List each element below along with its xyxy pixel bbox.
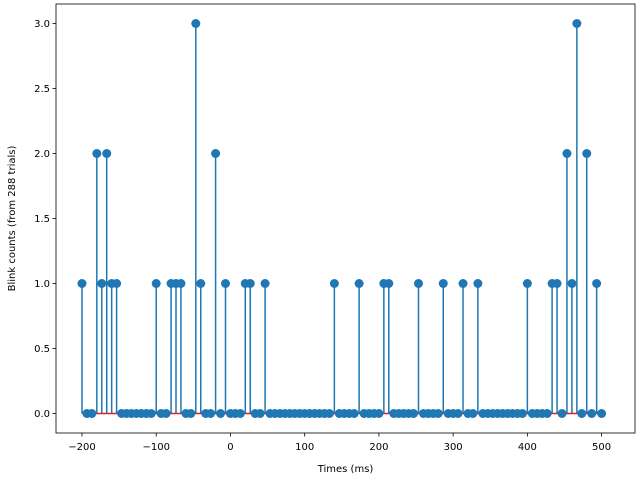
- stem-marker: [329, 279, 339, 288]
- stem-marker: [374, 409, 384, 418]
- stem-marker: [260, 279, 270, 288]
- x-tick-label: 200: [369, 442, 388, 453]
- stem-marker: [572, 19, 582, 28]
- x-axis: −200 −100 0 100 200 300 400 500: [68, 433, 611, 453]
- stem-marker: [458, 279, 468, 288]
- y-axis: 0.0 0.5 1.0 1.5 2.0 2.5 3.0: [34, 19, 56, 420]
- stem-marker: [255, 409, 265, 418]
- stem-marker: [176, 279, 186, 288]
- y-axis-label: Blink counts (from 288 trials): [7, 146, 18, 292]
- stem-marker: [146, 409, 156, 418]
- stem-marker: [77, 279, 87, 288]
- stem-marker: [206, 409, 216, 418]
- stem-marker: [235, 409, 245, 418]
- stem-marker: [567, 279, 577, 288]
- x-tick-label: −100: [142, 442, 169, 453]
- stem-marker: [112, 279, 122, 288]
- stem-marker: [413, 279, 423, 288]
- x-axis-label: Times (ms): [317, 464, 374, 475]
- x-tick-label: 0: [227, 442, 233, 453]
- stem-marker: [161, 409, 171, 418]
- y-tick-label: 1.0: [34, 279, 50, 290]
- y-tick-label: 2.5: [34, 84, 50, 95]
- stem-marker: [196, 279, 206, 288]
- stem-marker: [582, 149, 592, 158]
- stem-marker: [592, 279, 602, 288]
- stem-marker: [438, 279, 448, 288]
- stem-marker: [191, 19, 201, 28]
- y-tick-label: 3.0: [34, 19, 50, 30]
- stem-marker: [433, 409, 443, 418]
- stem-lines: [81, 23, 598, 414]
- x-tick-label: 400: [518, 442, 537, 453]
- y-tick-label: 1.5: [34, 214, 50, 225]
- y-tick-label: 0.5: [34, 344, 50, 355]
- stem-marker: [384, 279, 394, 288]
- stem-marker: [211, 149, 221, 158]
- x-tick-label: 300: [444, 442, 463, 453]
- stem-marker: [557, 409, 567, 418]
- stem-marker: [409, 409, 419, 418]
- stem-markers: [77, 19, 607, 418]
- stem-marker: [151, 279, 161, 288]
- stem-marker: [552, 279, 562, 288]
- stem-marker: [453, 409, 463, 418]
- stem-marker: [597, 409, 607, 418]
- x-tick-label: −200: [68, 442, 95, 453]
- stem-marker: [577, 409, 587, 418]
- stem-marker: [220, 279, 230, 288]
- stem-marker: [522, 279, 532, 288]
- stem-marker: [87, 409, 97, 418]
- x-tick-label: 500: [592, 442, 611, 453]
- stem-marker: [468, 409, 478, 418]
- y-tick-label: 2.0: [34, 149, 50, 160]
- stem-marker: [97, 279, 107, 288]
- stem-marker: [473, 279, 483, 288]
- stem-marker: [562, 149, 572, 158]
- stem-marker: [216, 409, 226, 418]
- stem-marker: [587, 409, 597, 418]
- stem-marker: [92, 149, 102, 158]
- stem-marker: [517, 409, 527, 418]
- plot-frame: [55, 3, 636, 434]
- stem-marker: [186, 409, 196, 418]
- stem-marker: [542, 409, 552, 418]
- stem-marker: [245, 279, 255, 288]
- y-tick-label: 0.0: [34, 409, 50, 420]
- x-tick-label: 100: [295, 442, 314, 453]
- stem-marker: [354, 279, 364, 288]
- stem-marker: [102, 149, 112, 158]
- stem-marker: [349, 409, 359, 418]
- stem-marker: [324, 409, 334, 418]
